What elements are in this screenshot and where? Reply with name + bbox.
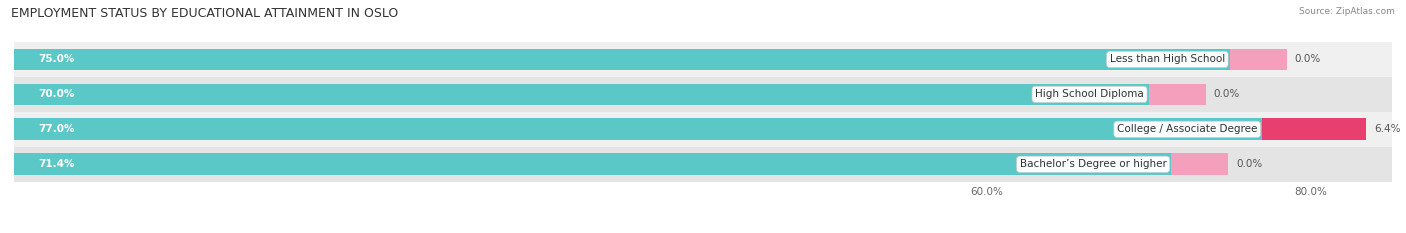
- Bar: [14, 42, 1392, 77]
- Text: 70.0%: 70.0%: [38, 89, 75, 99]
- Bar: [14, 77, 1392, 112]
- Bar: [14, 118, 1263, 140]
- Text: EMPLOYMENT STATUS BY EDUCATIONAL ATTAINMENT IN OSLO: EMPLOYMENT STATUS BY EDUCATIONAL ATTAINM…: [11, 7, 398, 20]
- Bar: [14, 147, 1392, 182]
- Bar: [14, 49, 1230, 70]
- Text: 77.0%: 77.0%: [38, 124, 75, 134]
- Text: 71.4%: 71.4%: [38, 159, 75, 169]
- Text: 0.0%: 0.0%: [1236, 159, 1263, 169]
- Text: 75.0%: 75.0%: [38, 55, 75, 64]
- Text: 80.0%: 80.0%: [1295, 187, 1327, 197]
- Text: Bachelor’s Degree or higher: Bachelor’s Degree or higher: [1019, 159, 1167, 169]
- Text: 60.0%: 60.0%: [970, 187, 1002, 197]
- Text: Less than High School: Less than High School: [1109, 55, 1225, 64]
- Bar: [1230, 49, 1286, 70]
- Bar: [1263, 118, 1367, 140]
- Bar: [1171, 154, 1229, 175]
- Text: 0.0%: 0.0%: [1213, 89, 1240, 99]
- Bar: [1149, 84, 1205, 105]
- Bar: [14, 154, 1171, 175]
- Text: Source: ZipAtlas.com: Source: ZipAtlas.com: [1299, 7, 1395, 16]
- Text: College / Associate Degree: College / Associate Degree: [1116, 124, 1257, 134]
- Bar: [14, 112, 1392, 147]
- Text: 6.4%: 6.4%: [1374, 124, 1400, 134]
- Text: High School Diploma: High School Diploma: [1035, 89, 1144, 99]
- Text: 0.0%: 0.0%: [1295, 55, 1320, 64]
- Bar: [14, 84, 1149, 105]
